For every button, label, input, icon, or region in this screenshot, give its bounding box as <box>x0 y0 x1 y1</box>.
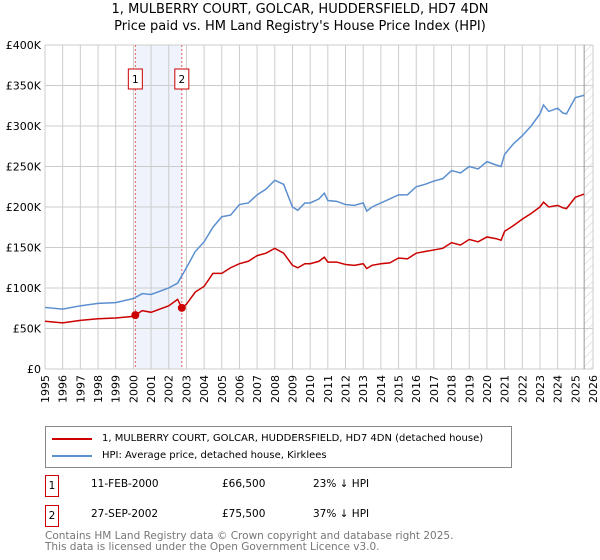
x-tick-label: 2018 <box>446 375 459 403</box>
footer-licence: This data is licensed under the Open Gov… <box>45 541 380 553</box>
legend-label: 1, MULBERRY COURT, GOLCAR, HUDDERSFIELD,… <box>102 433 484 444</box>
transaction-hpi: 23% ↓ HPI <box>313 478 370 490</box>
x-tick-label: 2009 <box>286 375 299 403</box>
x-tick-label: 2002 <box>163 375 176 403</box>
x-tick-label: 1999 <box>110 375 123 403</box>
transaction-date: 11-FEB-2000 <box>91 478 159 490</box>
legend-item-hpi: HPI: Average price, detached house, Kirk… <box>52 450 327 461</box>
y-tick-label: £400K <box>6 39 42 52</box>
x-tick-label: 2001 <box>145 375 158 403</box>
x-tick-label: 2006 <box>233 375 246 403</box>
transaction-price: £75,500 <box>222 508 266 520</box>
transaction-price: £66,500 <box>222 478 266 490</box>
chart-title: 1, MULBERRY COURT, GOLCAR, HUDDERSFIELD,… <box>111 2 489 17</box>
series-line <box>44 94 585 310</box>
x-tick-label: 1997 <box>74 375 87 403</box>
series-line <box>44 193 585 324</box>
sale-marker-label: 2 <box>178 74 185 86</box>
y-tick-label: £200K <box>6 201 42 214</box>
y-tick-label: £0 <box>27 363 41 376</box>
y-tick-label: £300K <box>6 120 42 133</box>
footer-copyright: Contains HM Land Registry data © Crown c… <box>45 530 454 542</box>
x-tick-label: 2016 <box>410 375 423 403</box>
x-tick-label: 1998 <box>92 375 105 403</box>
sale-marker-box <box>127 68 143 90</box>
y-tick-label: £50K <box>13 323 42 336</box>
sale-point <box>177 303 186 312</box>
legend: 1, MULBERRY COURT, GOLCAR, HUDDERSFIELD,… <box>45 426 512 468</box>
transaction-hpi: 37% ↓ HPI <box>313 508 370 520</box>
x-tick-label: 2026 <box>587 375 600 403</box>
sale-marker-box <box>174 68 190 90</box>
x-tick-label: 2014 <box>375 375 388 403</box>
x-tick-label: 2022 <box>516 375 529 403</box>
x-tick-label: 2011 <box>322 375 335 403</box>
x-tick-label: 2012 <box>340 375 353 403</box>
x-tick-label: 2010 <box>304 375 317 403</box>
sale-marker-label: 1 <box>132 74 139 86</box>
x-tick-label: 1996 <box>57 375 70 403</box>
y-tick-label: £350K <box>6 80 42 93</box>
x-tick-label: 2024 <box>552 375 565 403</box>
y-tick-label: £150K <box>6 242 42 255</box>
sale-point <box>131 311 140 320</box>
x-tick-label: 1995 <box>39 375 52 403</box>
chart-subtitle: Price paid vs. HM Land Registry's House … <box>114 19 486 34</box>
x-tick-label: 2019 <box>463 375 476 403</box>
x-tick-label: 2017 <box>428 375 441 403</box>
x-tick-label: 2008 <box>269 375 282 403</box>
x-tick-label: 2015 <box>393 375 406 403</box>
x-tick-label: 2020 <box>481 375 494 403</box>
y-tick-label: £100K <box>6 282 42 295</box>
legend-item-property: 1, MULBERRY COURT, GOLCAR, HUDDERSFIELD,… <box>52 433 483 444</box>
transaction-number: 2 <box>45 505 59 527</box>
transaction-number: 1 <box>45 475 59 497</box>
x-tick-label: 2013 <box>357 375 370 403</box>
x-tick-label: 2021 <box>499 375 512 403</box>
legend-swatch-blue <box>52 454 92 457</box>
legend-label: HPI: Average price, detached house, Kirk… <box>102 450 327 461</box>
x-tick-label: 2005 <box>216 375 229 403</box>
x-tick-label: 2025 <box>569 375 582 403</box>
plot-area: 1995 1996 1997 1998 1999 2000 2001 2002 2003 2004… <box>6 39 600 403</box>
transaction-date: 27-SEP-2002 <box>91 508 159 520</box>
x-tick-label: 2004 <box>198 375 211 403</box>
x-tick-label: 2007 <box>251 375 264 403</box>
x-tick-label: 2000 <box>127 375 140 403</box>
x-tick-label: 2003 <box>180 375 193 403</box>
legend-swatch-red <box>52 437 92 440</box>
x-tick-label: 2023 <box>534 375 547 403</box>
y-tick-label: £250K <box>6 161 42 174</box>
